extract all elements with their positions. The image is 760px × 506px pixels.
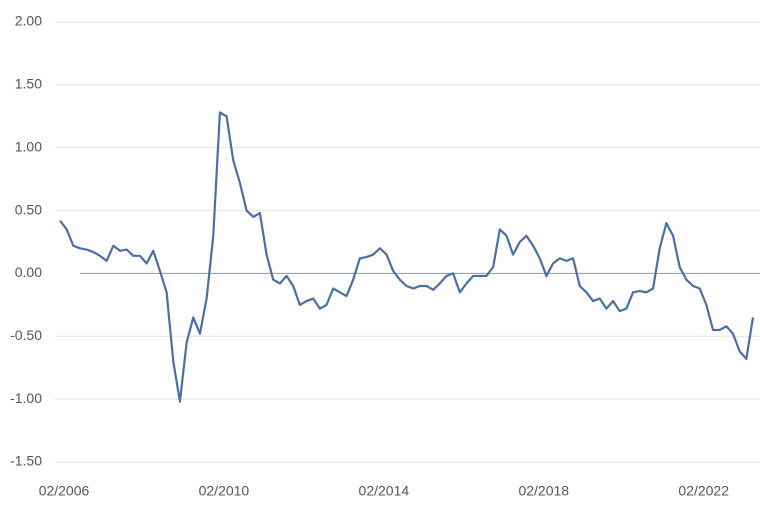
y-tick-label: 1.50 [15,76,42,92]
x-tick-label: 02/2006 [39,483,90,499]
y-tick-label: -0.50 [10,327,42,343]
y-tick-label: 0.50 [15,201,42,217]
x-tick-label: 02/2022 [678,483,729,499]
y-tick-label: 1.00 [15,138,42,154]
y-tick-label: -1.00 [10,390,42,406]
y-tick-label: 0.00 [15,264,42,280]
y-tick-label: -1.50 [10,453,42,469]
x-tick-label: 02/2018 [518,483,569,499]
y-tick-label: 2.00 [15,13,42,29]
line-series [59,111,755,403]
x-tick-label: 02/2014 [359,483,410,499]
x-tick-label: 02/2010 [199,483,250,499]
